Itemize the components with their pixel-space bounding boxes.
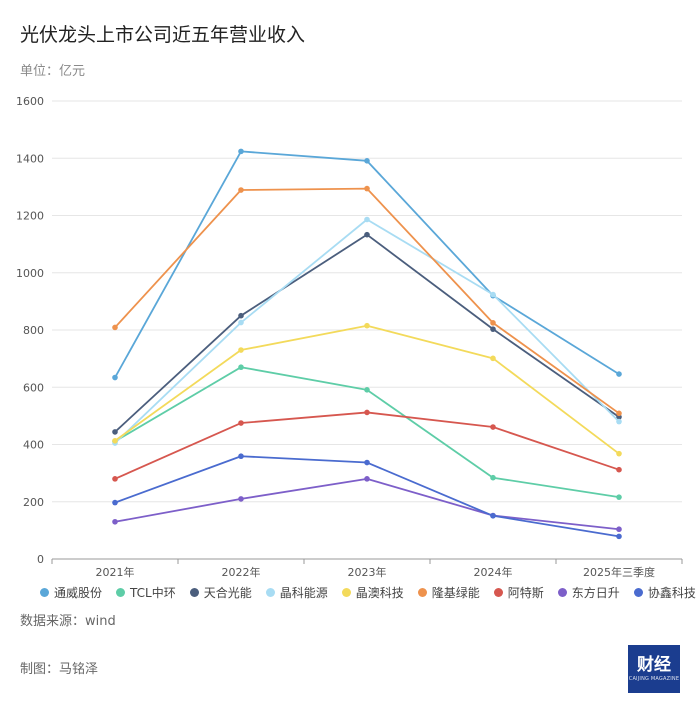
- data-point: [616, 418, 622, 425]
- data-point: [238, 364, 244, 371]
- legend-label: 隆基绿能: [431, 586, 480, 600]
- legend-item[interactable]: 通威股份: [40, 584, 102, 601]
- data-point: [364, 158, 370, 164]
- y-tick-label: 1600: [16, 95, 44, 108]
- data-point: [490, 291, 496, 298]
- data-point: [112, 374, 118, 381]
- data-point: [364, 409, 370, 416]
- unit-label: 单位：亿元: [20, 64, 86, 79]
- y-tick-label: 800: [23, 324, 44, 337]
- legend-item[interactable]: 天合光能: [189, 584, 252, 601]
- x-tick-label: 2021年: [96, 565, 135, 579]
- data-point: [364, 185, 370, 192]
- data-point: [238, 347, 244, 353]
- data-point: [238, 420, 244, 426]
- data-point: [238, 187, 244, 193]
- series-line: [114, 233, 620, 433]
- caijing-logo: 财经 CAIJING MAGAZINE: [628, 645, 680, 693]
- data-point: [616, 526, 622, 533]
- data-point: [238, 312, 244, 319]
- legend-item[interactable]: 东方日升: [557, 584, 620, 601]
- series-line: [114, 411, 620, 480]
- data-point: [112, 499, 118, 506]
- data-point: [616, 410, 622, 417]
- legend-dot-icon: [116, 588, 126, 597]
- legend-item[interactable]: 阿特斯: [493, 584, 544, 601]
- data-point: [616, 371, 622, 377]
- x-tick-label: 2025年三季度: [583, 565, 655, 579]
- legend-dot-icon: [417, 588, 427, 597]
- data-point: [490, 512, 496, 519]
- legend-item[interactable]: 隆基绿能: [417, 584, 480, 601]
- y-tick-label: 1400: [16, 152, 44, 165]
- legend-label: 晶科能源: [279, 586, 328, 600]
- y-tick-label: 600: [23, 381, 44, 394]
- logo-text: 财经: [637, 654, 671, 675]
- legend-label: 东方日升: [571, 586, 620, 600]
- data-point: [490, 320, 496, 326]
- data-point: [616, 494, 622, 500]
- data-point: [112, 518, 118, 525]
- legend-dot-icon: [493, 588, 503, 597]
- data-point: [616, 533, 622, 540]
- y-tick-label: 1000: [16, 267, 44, 280]
- y-tick-label: 0: [37, 553, 44, 566]
- data-point: [238, 496, 244, 502]
- data-point: [490, 326, 496, 332]
- data-point: [364, 216, 370, 223]
- y-tick-label: 1200: [16, 210, 44, 223]
- data-point: [238, 453, 244, 460]
- legend-label: 阿特斯: [507, 586, 544, 600]
- legend-item[interactable]: 协鑫科技: [633, 584, 696, 601]
- series-line: [114, 150, 620, 378]
- data-point: [616, 450, 622, 457]
- data-point: [112, 437, 118, 444]
- chart-title: 光伏龙头上市公司近五年营业收入: [20, 24, 306, 46]
- data-point: [112, 476, 118, 482]
- data-point: [364, 459, 370, 466]
- legend-dot-icon: [189, 588, 199, 597]
- data-point: [238, 319, 244, 326]
- line-chart: 0 200 400 600 800 1000 1200 1400 1600 2021年 2022年 2…: [16, 95, 683, 579]
- legend-label: 通威股份: [54, 586, 103, 600]
- legend-item[interactable]: 晶澳科技: [341, 584, 404, 601]
- series-line: [114, 218, 620, 444]
- x-tick-label: 2023年: [348, 565, 387, 579]
- data-point: [616, 466, 622, 473]
- legend-dot-icon: [341, 588, 351, 597]
- chart-legend: 通威股份 TCL中环 天合光能 晶科能源 晶澳科技 隆基绿能 阿特斯 东方日升 协鑫科技: [40, 584, 700, 601]
- y-tick-label: 200: [23, 496, 44, 509]
- legend-item[interactable]: TCL中环: [116, 584, 176, 601]
- series-line: [114, 455, 620, 538]
- legend-label: 协鑫科技: [647, 586, 696, 600]
- legend-label: 天合光能: [203, 586, 252, 600]
- data-point: [364, 387, 370, 393]
- y-tick-label: 400: [23, 439, 44, 452]
- logo-subtext: CAIJING MAGAZINE: [628, 675, 680, 682]
- data-point: [112, 324, 118, 331]
- legend-dot-icon: [40, 588, 49, 597]
- data-point: [238, 148, 244, 155]
- data-point: [490, 355, 496, 362]
- data-point: [364, 231, 370, 238]
- data-point: [490, 424, 496, 430]
- x-tick-label: 2024年: [474, 565, 513, 579]
- series-line: [114, 477, 620, 531]
- legend-item[interactable]: 晶科能源: [265, 584, 328, 601]
- data-source: 数据来源：wind: [20, 614, 116, 629]
- legend-dot-icon: [633, 588, 643, 597]
- legend-dot-icon: [557, 588, 567, 597]
- legend-label: TCL中环: [130, 586, 176, 600]
- data-point: [112, 429, 118, 435]
- data-point: [490, 474, 496, 481]
- x-tick-label: 2022年: [222, 565, 261, 579]
- data-point: [364, 322, 370, 329]
- legend-dot-icon: [265, 588, 275, 597]
- legend-label: 晶澳科技: [355, 586, 404, 600]
- data-point: [364, 476, 370, 482]
- chart-credit: 制图：马铭泽: [20, 662, 99, 677]
